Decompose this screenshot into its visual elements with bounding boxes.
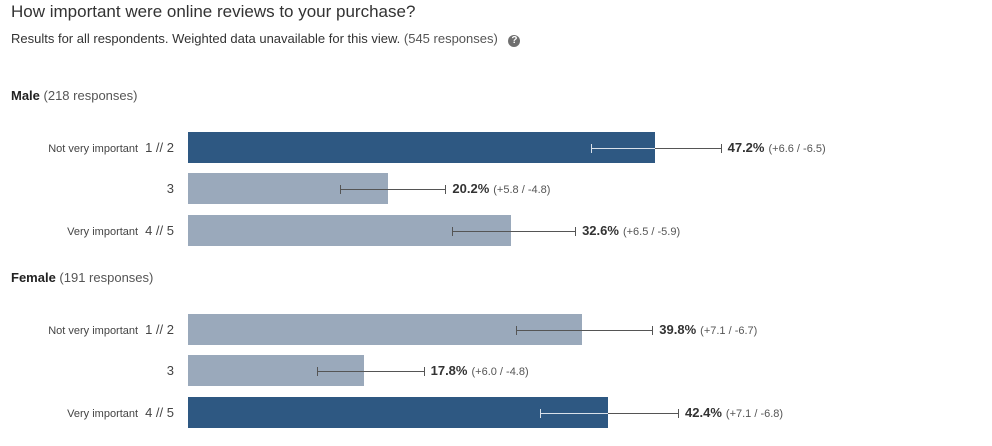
subtitle-text: Results for all respondents. Weighted da… xyxy=(11,31,401,46)
value-label: 17.8% (+6.0 / -4.8) xyxy=(431,355,529,386)
confidence-interval: (+5.8 / -4.8) xyxy=(493,184,551,196)
error-bar-cap xyxy=(316,367,318,376)
row-label: 3 xyxy=(167,355,174,386)
error-bar-cap xyxy=(575,227,577,236)
error-bar-line xyxy=(387,189,446,190)
bar[interactable] xyxy=(188,215,511,246)
error-bar-line xyxy=(452,231,511,232)
group-responses: (218 responses) xyxy=(39,88,138,103)
error-bar-cap xyxy=(652,326,654,335)
row-label: Very important 4 // 5 xyxy=(67,397,174,428)
error-bar-line xyxy=(582,330,653,331)
question-circle-icon[interactable]: ? xyxy=(508,35,521,47)
error-bar-cap xyxy=(445,185,447,194)
chart-row: 3 20.2% (+5.8 / -4.8) xyxy=(0,173,992,204)
answer-label: Not very important xyxy=(48,325,139,337)
bar[interactable] xyxy=(188,173,388,204)
group-heading: Female (191 responses) xyxy=(11,270,153,285)
chart-row: Very important 4 // 5 32.6% (+6.5 / -5.9) xyxy=(0,215,992,246)
answer-code: 3 xyxy=(166,181,174,196)
chart-row: Not very important 1 // 2 39.8% (+7.1 / -6.… xyxy=(0,314,992,345)
chart-row: Not very important 1 // 2 47.2% (+6.6 / -6.… xyxy=(0,132,992,163)
confidence-interval: (+6.5 / -5.9) xyxy=(622,226,681,238)
percent-value: 42.4% xyxy=(685,405,722,420)
error-bar-line xyxy=(515,330,583,331)
error-bar-cap xyxy=(540,409,542,418)
answer-code: 3 xyxy=(166,363,174,378)
error-bar-line xyxy=(316,371,365,372)
error-bar-line xyxy=(340,189,388,190)
percent-value: 32.6% xyxy=(582,223,619,238)
value-label: 39.8% (+7.1 / -6.7) xyxy=(659,314,757,345)
bar[interactable] xyxy=(188,397,608,428)
error-bar-line xyxy=(655,148,721,149)
row-label: Very important 4 // 5 xyxy=(67,215,174,246)
error-bar-line xyxy=(607,413,679,414)
answer-label: Not very important xyxy=(48,143,139,155)
group-heading: Male (218 responses) xyxy=(11,88,137,103)
value-label: 42.4% (+7.1 / -6.8) xyxy=(685,397,783,428)
row-label: Not very important 1 // 2 xyxy=(48,314,174,345)
confidence-interval: (+6.6 / -6.5) xyxy=(768,143,826,155)
total-responses: (545 responses) xyxy=(403,31,498,46)
percent-value: 47.2% xyxy=(727,140,765,155)
confidence-interval: (+7.1 / -6.8) xyxy=(725,408,784,420)
confidence-interval: (+7.1 / -6.7) xyxy=(700,325,758,337)
answer-label: Very important xyxy=(67,226,139,238)
row-label: Not very important 1 // 2 xyxy=(48,132,174,163)
value-label: 32.6% (+6.5 / -5.9) xyxy=(582,215,680,246)
confidence-interval: (+6.0 / -4.8) xyxy=(471,366,529,378)
error-bar-cap xyxy=(678,409,680,418)
group-name: Female xyxy=(11,270,56,285)
percent-value: 17.8% xyxy=(430,363,468,378)
error-bar-line xyxy=(540,413,608,414)
chart-row: 3 17.8% (+6.0 / -4.8) xyxy=(0,355,992,386)
answer-code: 4 // 5 xyxy=(145,223,174,238)
row-label: 3 xyxy=(167,173,174,204)
bar[interactable] xyxy=(188,355,365,386)
error-bar-line xyxy=(510,231,576,232)
error-bar-cap xyxy=(720,144,722,153)
error-bar-cap xyxy=(515,326,517,335)
value-label: 47.2% (+6.6 / -6.5) xyxy=(728,132,826,163)
group-name: Male xyxy=(11,88,40,103)
answer-code: 1 // 2 xyxy=(145,140,174,155)
results-subtitle: Results for all respondents. Weighted da… xyxy=(11,31,521,47)
error-bar-cap xyxy=(423,367,425,376)
error-bar-line xyxy=(364,371,424,372)
percent-value: 39.8% xyxy=(659,322,697,337)
answer-label: Very important xyxy=(67,408,139,420)
page-title: How important were online reviews to you… xyxy=(11,2,416,21)
bar[interactable] xyxy=(188,132,656,163)
percent-value: 20.2% xyxy=(452,181,490,196)
answer-code: 1 // 2 xyxy=(145,322,174,337)
error-bar-cap xyxy=(590,144,592,153)
error-bar-cap xyxy=(340,185,342,194)
error-bar-cap xyxy=(452,227,454,236)
answer-code: 4 // 5 xyxy=(145,405,174,420)
value-label: 20.2% (+5.8 / -4.8) xyxy=(452,173,550,204)
chart-row: Very important 4 // 5 42.4% (+7.1 / -6.8) xyxy=(0,397,992,428)
group-responses: (191 responses) xyxy=(55,270,154,285)
error-bar-line xyxy=(590,148,656,149)
